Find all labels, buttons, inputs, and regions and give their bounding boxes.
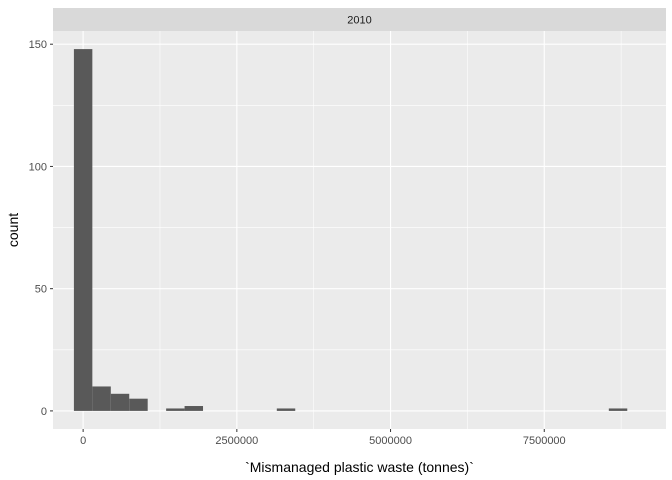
x-axis-title: `Mismanaged plastic waste (tonnes)` (245, 459, 474, 475)
histogram-bars (73, 49, 628, 411)
x-tick-label: 5000000 (369, 435, 412, 447)
facet-strip (53, 8, 666, 31)
x-axis: 0 2500000 5000000 7500000 (80, 429, 566, 447)
y-tick-label: 100 (29, 161, 47, 173)
x-tick-label: 7500000 (523, 435, 566, 447)
grid-lines (53, 31, 666, 429)
y-tick-label: 0 (41, 406, 47, 418)
facet-strip-label: 2010 (347, 15, 371, 27)
histogram-bar (608, 408, 628, 411)
histogram-bar (184, 406, 204, 411)
histogram-bar (73, 49, 93, 411)
histogram-bar (166, 408, 185, 411)
y-tick-label: 50 (35, 284, 47, 296)
x-tick-label: 0 (80, 435, 86, 447)
histogram-bar (110, 393, 130, 411)
y-tick-label: 150 (29, 39, 47, 51)
plot-panel (53, 31, 666, 429)
histogram-bar (276, 408, 296, 411)
histogram-bar (129, 398, 148, 411)
y-axis: 0 50 100 150 (29, 39, 53, 418)
histogram-bar (92, 386, 111, 411)
y-axis-title: count (5, 213, 21, 247)
x-tick-label: 2500000 (215, 435, 258, 447)
